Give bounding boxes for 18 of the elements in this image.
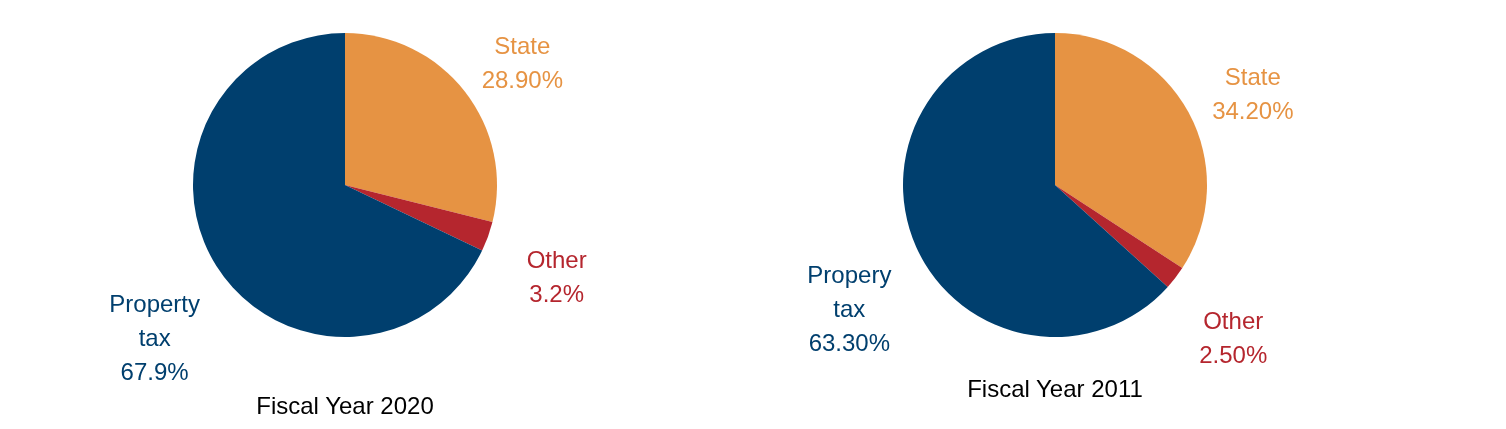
data-label: 28.90% <box>481 65 564 93</box>
text: Fiscal Year 2011 <box>967 375 1143 403</box>
pie-slice <box>1055 33 1207 269</box>
data-label: 63.30% <box>808 329 891 357</box>
data-label: 34.20% <box>1212 96 1294 124</box>
pie-slice <box>345 185 493 251</box>
data-label: 2.50% <box>1199 341 1268 369</box>
slice-label: Other <box>1203 307 1264 335</box>
data-label: 67.9% <box>120 357 189 385</box>
slice-label: Propery tax <box>807 261 892 323</box>
pie-slice <box>1055 185 1183 287</box>
pie-slice <box>903 33 1168 337</box>
slice-label: State <box>1224 62 1281 90</box>
slice-label: Other <box>526 246 587 274</box>
slice-label: State <box>494 31 551 59</box>
data-label: 3.2% <box>529 280 585 308</box>
slice-label: Property tax <box>109 289 200 351</box>
text: Fiscal Year 2020 <box>256 391 434 419</box>
